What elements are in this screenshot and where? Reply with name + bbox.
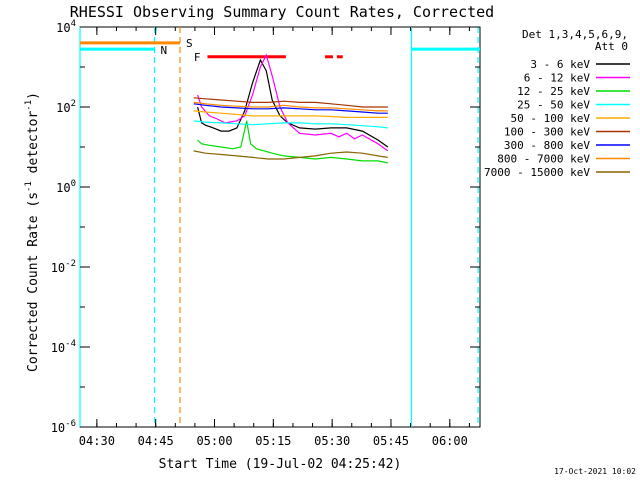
- y-tick-label: 10-6: [51, 419, 76, 435]
- x-tick-label: 05:00: [196, 434, 232, 448]
- x-tick-label: 06:00: [432, 434, 468, 448]
- legend-label: 800 - 7000 keV: [497, 153, 590, 166]
- y-tick-label: 10-4: [51, 339, 76, 355]
- series-line-1: [197, 53, 389, 152]
- annotation-s: S: [186, 37, 193, 50]
- y-axis-label: Corrected Count Rate (s-1 detector-1): [24, 92, 41, 372]
- legend-title: Det 1,3,4,5,6,9,: [522, 28, 628, 41]
- series-line-8: [193, 150, 388, 160]
- y-tick-label: 104: [56, 19, 76, 35]
- x-tick-label: 04:45: [138, 434, 174, 448]
- y-tick-label: 102: [56, 99, 76, 115]
- axis-ticks: 04:30 04:45 05:00 05:15 05:30 05:45 06:00 104 10…: [51, 19, 480, 448]
- y-tick-label: 10-2: [51, 259, 76, 275]
- plot-area: S N F 04:30 04:45 05:00 05:15 05:30 05:45 06:00 1…: [51, 19, 481, 448]
- annotation-n: N: [161, 44, 168, 57]
- x-tick-label: 04:30: [79, 434, 115, 448]
- series-lines: [193, 53, 389, 164]
- annotation-f: F: [194, 51, 201, 64]
- y-tick-label: 100: [56, 179, 76, 195]
- flag-bars: S N F: [80, 37, 480, 64]
- series-line-6: [193, 103, 388, 114]
- legend-label: 3 - 6 keV: [530, 58, 590, 71]
- series-line-2: [197, 120, 388, 164]
- x-axis-label: Start Time (19-Jul-02 04:25:42): [159, 457, 402, 472]
- x-tick-label: 05:30: [314, 434, 350, 448]
- legend-label: 6 - 12 keV: [524, 72, 591, 85]
- plot-frame: [79, 26, 481, 428]
- legend-label: 25 - 50 keV: [517, 99, 590, 112]
- series-line-4: [193, 110, 388, 119]
- series-line-0: [197, 58, 389, 148]
- legend-subtitle: Att 0: [595, 40, 628, 53]
- x-tick-label: 05:45: [373, 434, 409, 448]
- x-tick-label: 05:15: [255, 434, 291, 448]
- series-line-3: [193, 120, 388, 129]
- legend-label: 50 - 100 keV: [511, 112, 591, 125]
- date-stamp: 17-Oct-2021 10:02: [554, 467, 636, 476]
- vertical-markers: [79, 27, 479, 427]
- legend-label: 7000 - 15000 keV: [484, 166, 590, 179]
- series-line-7: [193, 101, 388, 112]
- chart-title: RHESSI Observing Summary Count Rates, Co…: [70, 3, 494, 21]
- legend-label: 100 - 300 keV: [504, 126, 590, 139]
- legend-label: 12 - 25 keV: [517, 85, 590, 98]
- legend-label: 300 - 800 keV: [504, 139, 590, 152]
- series-line-5: [193, 97, 388, 108]
